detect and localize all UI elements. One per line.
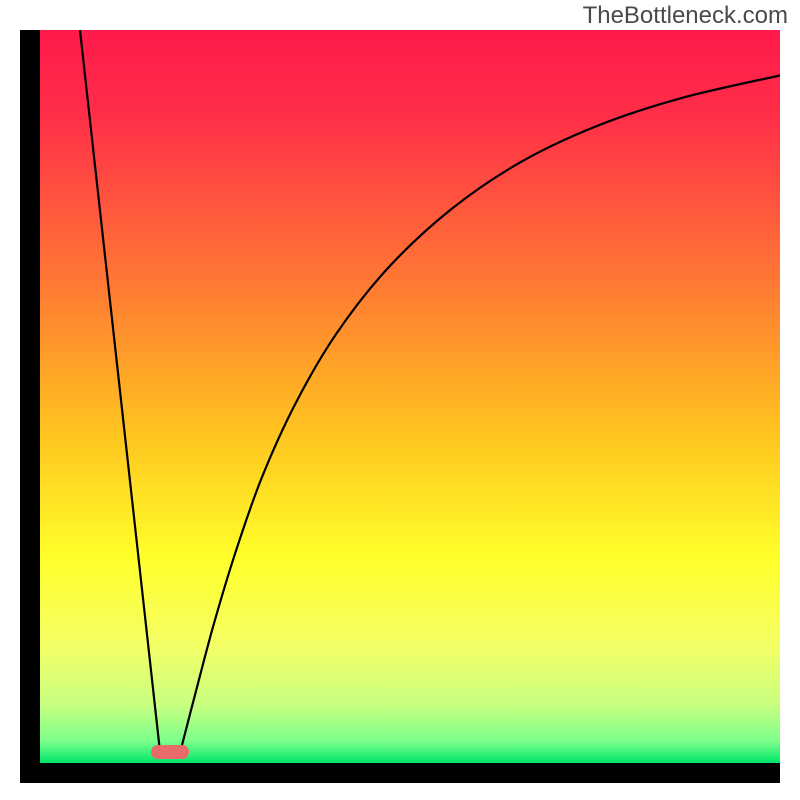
bottleneck-curve	[40, 30, 780, 763]
watermark-text: TheBottleneck.com	[583, 2, 788, 30]
chart-container: TheBottleneck.com	[0, 0, 800, 800]
curve-right-segment	[181, 75, 780, 750]
curve-left-segment	[80, 30, 160, 751]
optimum-marker	[151, 745, 189, 759]
plot-area	[40, 30, 780, 763]
chart-frame	[20, 30, 780, 783]
